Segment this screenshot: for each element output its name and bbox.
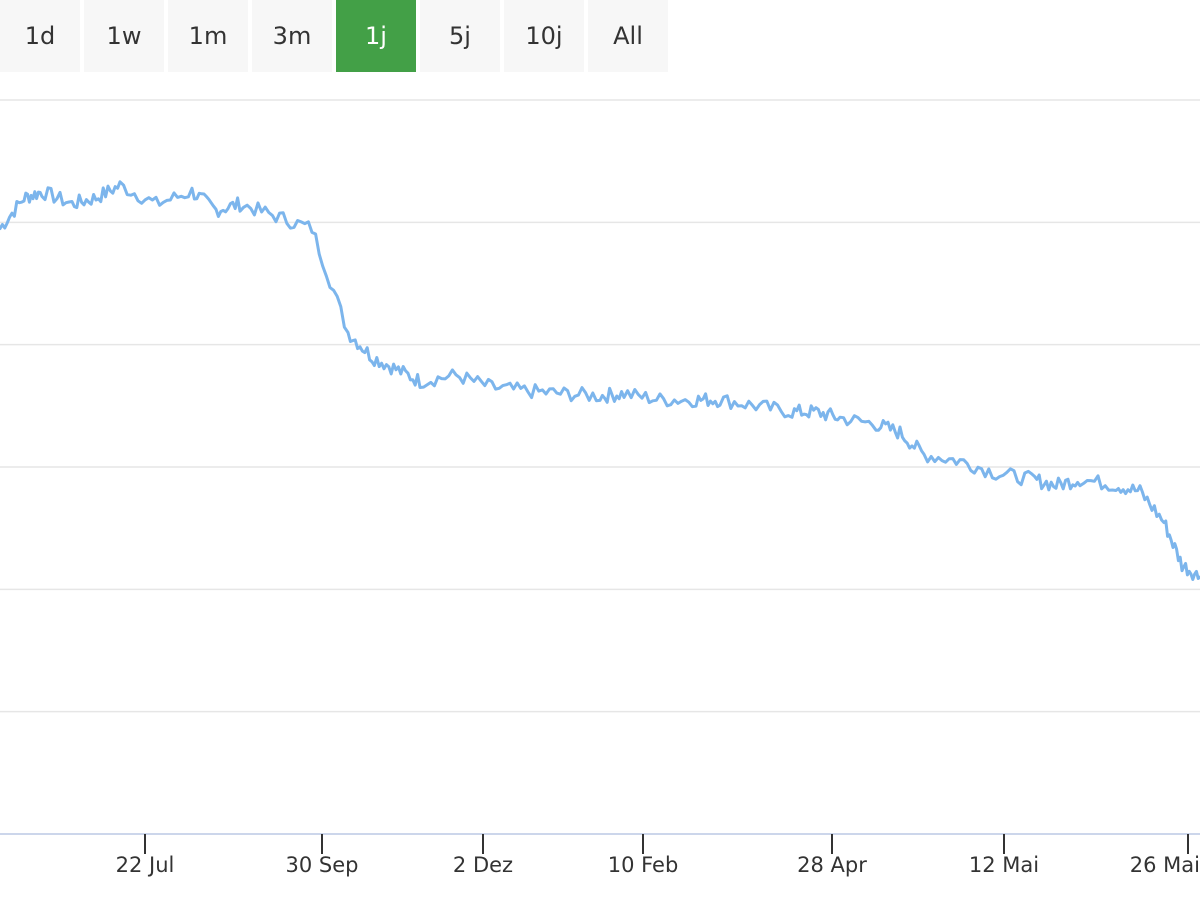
range-button-5j[interactable]: 5j	[420, 0, 500, 72]
x-tick-label: 28 Apr	[797, 853, 867, 877]
series-line	[0, 180, 1200, 581]
range-button-3m[interactable]: 3m	[252, 0, 332, 72]
range-button-1w[interactable]: 1w	[84, 0, 164, 72]
x-tick-label: 2 Dez	[453, 853, 513, 877]
range-selector: 1d 1w 1m 3m 1j 5j 10j All	[0, 0, 672, 72]
x-tick-label: 26 Mai	[1130, 853, 1200, 877]
x-tick-label: 10 Feb	[608, 853, 679, 877]
range-button-10j[interactable]: 10j	[504, 0, 584, 72]
range-button-1j[interactable]: 1j	[336, 0, 416, 72]
x-tick-label: 30 Sep	[286, 853, 359, 877]
range-button-all[interactable]: All	[588, 0, 668, 72]
x-tick-label: 12 Mai	[969, 853, 1039, 877]
price-chart[interactable]: 22 Jul 30 Sep 2 Dez 10 Feb 28 Apr 12 Mai 26 Ma…	[0, 80, 1200, 898]
range-button-1d[interactable]: 1d	[0, 0, 80, 72]
range-button-1m[interactable]: 1m	[168, 0, 248, 72]
x-tick-label: 22 Jul	[116, 853, 175, 877]
